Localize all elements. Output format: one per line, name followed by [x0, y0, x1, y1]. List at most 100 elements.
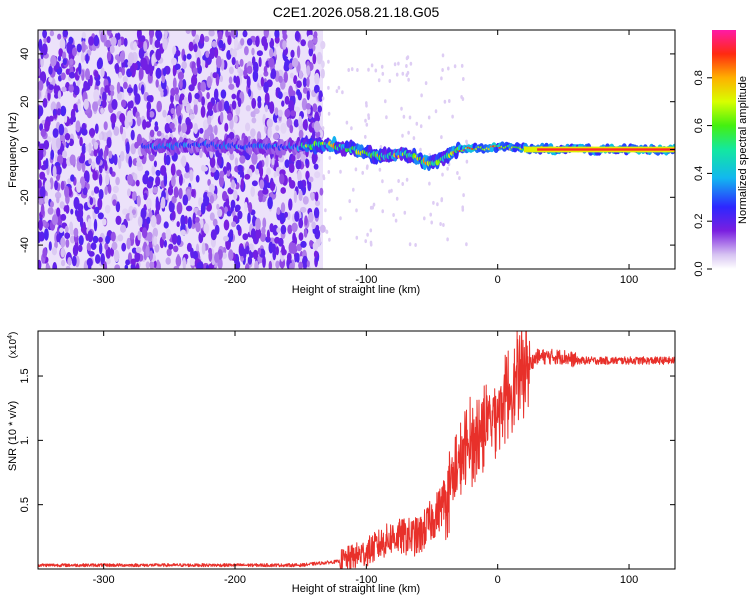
noise-speckle	[318, 90, 323, 102]
noise-speckle	[91, 190, 95, 196]
noise-speckle	[313, 120, 321, 133]
noise-speckle	[90, 242, 97, 251]
noise-speckle	[156, 100, 162, 113]
noise-speckle	[110, 113, 117, 124]
noise-speckle	[239, 58, 244, 67]
noise-speckle	[195, 221, 201, 233]
noise-speckle	[118, 157, 122, 170]
noise-speckle	[106, 50, 112, 62]
noise-speckle	[39, 186, 46, 199]
noise-speckle	[174, 63, 181, 71]
noise-speckle	[38, 198, 44, 206]
noise-speckle	[140, 84, 145, 95]
noise-speckle	[192, 67, 198, 76]
noise-speckle	[187, 92, 192, 104]
noise-speckle	[203, 222, 210, 235]
x-tick-label: -100	[355, 274, 377, 286]
noise-speckle	[166, 114, 172, 124]
noise-speckle	[149, 129, 155, 138]
faint-speckle	[335, 89, 339, 94]
noise-speckle	[206, 92, 210, 100]
noise-speckle	[237, 97, 242, 108]
noise-speckle	[176, 169, 182, 177]
noise-speckle	[57, 55, 62, 62]
noise-speckle	[163, 221, 169, 229]
noise-speckle	[146, 101, 152, 112]
noise-speckle	[259, 165, 264, 178]
noise-speckle	[313, 163, 319, 170]
noise-speckle	[58, 123, 65, 136]
noise-speckle	[94, 206, 100, 214]
faint-speckle	[446, 166, 449, 171]
faint-speckle	[414, 243, 417, 247]
noise-speckle	[149, 250, 154, 261]
noise-speckle	[196, 262, 203, 269]
noise-speckle	[283, 71, 288, 83]
noise-speckle	[69, 221, 74, 232]
noise-speckle	[306, 90, 310, 101]
noise-speckle	[160, 167, 165, 174]
noise-speckle	[109, 45, 115, 54]
noise-speckle	[141, 227, 148, 239]
noise-speckle	[61, 259, 66, 267]
noise-speckle	[151, 54, 155, 67]
faint-speckle	[374, 68, 378, 73]
noise-speckle	[40, 164, 48, 171]
noise-speckle	[213, 88, 219, 101]
noise-speckle	[298, 232, 304, 241]
noise-speckle	[146, 181, 153, 189]
noise-speckle	[231, 93, 237, 100]
noise-speckle	[178, 114, 182, 126]
colorbar-label: Normalized spectral amplitude	[737, 76, 749, 224]
noise-speckle	[102, 91, 107, 103]
noise-speckle	[106, 137, 112, 149]
noise-speckle	[180, 214, 186, 227]
noise-speckle	[193, 103, 198, 115]
noise-speckle	[155, 67, 162, 79]
faint-speckle	[339, 169, 342, 174]
noise-speckle	[92, 235, 99, 244]
noise-speckle	[295, 159, 302, 170]
noise-speckle	[56, 233, 60, 243]
noise-speckle	[257, 190, 264, 199]
faint-speckle	[378, 167, 382, 172]
snr-series-line	[38, 331, 675, 569]
noise-speckle	[282, 40, 287, 50]
noise-speckle	[275, 125, 280, 132]
noise-speckle	[217, 258, 223, 269]
faint-speckle	[361, 170, 365, 175]
noise-speckle	[94, 70, 99, 79]
noise-speckle	[105, 235, 111, 244]
noise-speckle	[132, 191, 137, 201]
faint-speckle	[462, 77, 465, 81]
y-tick-label: -20	[19, 189, 31, 205]
noise-speckle	[282, 30, 287, 37]
y-tick-label: 1.5	[19, 368, 31, 383]
noise-speckle	[168, 243, 174, 250]
noise-speckle	[151, 165, 156, 176]
noise-speckle	[263, 65, 268, 74]
noise-speckle	[156, 259, 160, 269]
noise-speckle	[305, 103, 311, 110]
noise-speckle	[245, 245, 250, 255]
noise-speckle	[230, 30, 237, 39]
noise-speckle	[115, 215, 122, 225]
faint-speckle	[412, 136, 416, 141]
noise-speckle	[297, 181, 304, 190]
noise-speckle	[102, 218, 107, 226]
noise-speckle	[82, 187, 88, 196]
noise-speckle	[170, 57, 177, 66]
noise-speckle	[261, 226, 266, 235]
noise-speckle	[65, 68, 71, 75]
noise-speckle	[251, 47, 255, 56]
noise-speckle	[62, 30, 69, 38]
noise-speckle	[160, 196, 166, 209]
noise-speckle	[131, 209, 136, 216]
faint-speckle	[321, 126, 325, 131]
noise-speckle	[252, 249, 259, 260]
faint-speckle	[441, 53, 445, 58]
noise-speckle	[88, 128, 96, 137]
noise-speckle	[40, 203, 45, 216]
noise-speckle	[284, 159, 290, 169]
